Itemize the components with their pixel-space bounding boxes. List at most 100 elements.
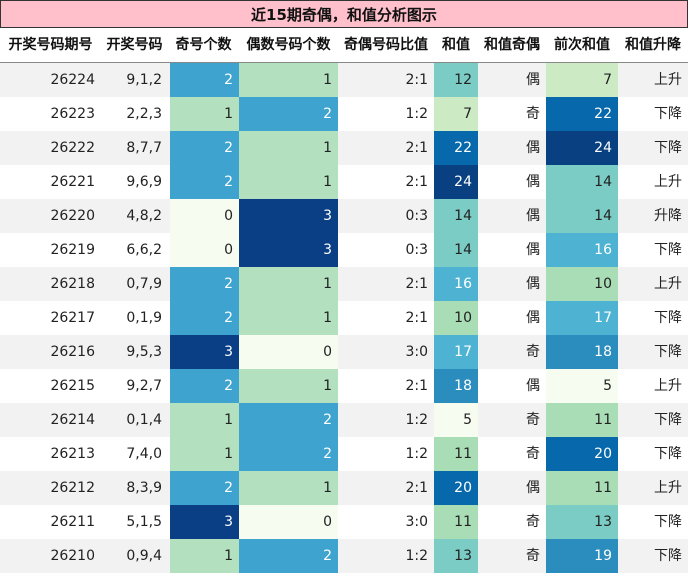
- table-row: 26212 8,3,9 2 1 2:1 20 偶 11 上升: [0, 471, 688, 505]
- cell-trend: 上升: [654, 378, 682, 394]
- cell-sum: 11: [434, 437, 478, 471]
- cell-prev-sum: 17: [546, 301, 618, 335]
- cell-odd-count: 2: [170, 63, 239, 97]
- cell-sum-parity: 偶: [526, 276, 540, 292]
- table-row: 26211 5,1,5 3 0 3:0 11 奇 13 下降: [0, 505, 688, 539]
- cell-trend: 下降: [654, 106, 682, 122]
- cell-sum: 7: [434, 97, 478, 131]
- cell-trend: 上升: [654, 480, 682, 496]
- cell-prev-sum: 11: [546, 403, 618, 437]
- cell-odd-count: 2: [170, 471, 239, 505]
- cell-sum: 12: [434, 63, 478, 97]
- table-row: 26219 6,6,2 0 3 0:3 14 偶 16 下降: [0, 233, 688, 267]
- cell-even-count: 2: [239, 97, 338, 131]
- table-row: 26214 0,1,4 1 2 1:2 5 奇 11 下降: [0, 403, 688, 437]
- cell-even-count: 2: [239, 539, 338, 573]
- table-row: 26224 9,1,2 2 1 2:1 12 偶 7 上升: [0, 63, 688, 97]
- cell-prev-sum: 11: [546, 471, 618, 505]
- cell-numbers: 7,4,0: [126, 446, 162, 462]
- cell-even-count: 3: [239, 233, 338, 267]
- cell-issue: 26218: [50, 276, 95, 292]
- cell-issue: 26211: [50, 514, 95, 530]
- cell-issue: 26212: [50, 480, 95, 496]
- cell-sum-parity: 奇: [526, 106, 540, 122]
- cell-numbers: 8,7,7: [126, 140, 162, 156]
- cell-sum-parity: 奇: [526, 514, 540, 530]
- table-row: 26217 0,1,9 2 1 2:1 10 偶 17 下降: [0, 301, 688, 335]
- table-row: 26220 4,8,2 0 3 0:3 14 偶 14 升降: [0, 199, 688, 233]
- cell-issue: 26217: [50, 310, 95, 326]
- cell-ratio: 2:1: [405, 276, 428, 292]
- cell-sum-parity: 偶: [526, 208, 540, 224]
- cell-prev-sum: 7: [546, 63, 618, 97]
- cell-sum-parity: 偶: [526, 480, 540, 496]
- cell-sum: 14: [434, 233, 478, 267]
- cell-even-count: 3: [239, 199, 338, 233]
- cell-numbers: 4,8,2: [126, 208, 162, 224]
- cell-even-count: 0: [239, 335, 338, 369]
- cell-sum-parity: 偶: [526, 378, 540, 394]
- cell-prev-sum: 5: [546, 369, 618, 403]
- cell-ratio: 3:0: [405, 344, 428, 360]
- table-header: 开奖号码期号 开奖号码 奇号个数 偶数号码个数 奇偶号码比值 和值 和值奇偶 前…: [0, 28, 688, 63]
- cell-numbers: 6,6,2: [126, 242, 162, 258]
- cell-odd-count: 3: [170, 335, 239, 369]
- cell-numbers: 9,2,7: [126, 378, 162, 394]
- cell-sum-parity: 偶: [526, 140, 540, 156]
- cell-even-count: 1: [239, 63, 338, 97]
- cell-issue: 26224: [50, 72, 95, 88]
- cell-even-count: 2: [239, 437, 338, 471]
- cell-prev-sum: 10: [546, 267, 618, 301]
- cell-sum-parity: 奇: [526, 344, 540, 360]
- col-header-numbers: 开奖号码: [106, 37, 163, 53]
- cell-ratio: 2:1: [405, 310, 428, 326]
- cell-odd-count: 1: [170, 97, 239, 131]
- cell-issue: 26223: [50, 106, 95, 122]
- col-header-odd-count: 奇号个数: [175, 37, 232, 53]
- cell-trend: 下降: [654, 310, 682, 326]
- cell-sum-parity: 偶: [526, 174, 540, 190]
- cell-issue: 26216: [50, 344, 95, 360]
- cell-odd-count: 0: [170, 233, 239, 267]
- cell-even-count: 1: [239, 131, 338, 165]
- cell-numbers: 0,9,4: [126, 548, 162, 564]
- col-header-sum-parity: 和值奇偶: [484, 37, 540, 53]
- cell-trend: 下降: [654, 548, 682, 564]
- table-row: 26222 8,7,7 2 1 2:1 22 偶 24 下降: [0, 131, 688, 165]
- cell-ratio: 1:2: [405, 548, 428, 564]
- cell-ratio: 2:1: [405, 72, 428, 88]
- cell-odd-count: 2: [170, 301, 239, 335]
- cell-prev-sum: 24: [546, 131, 618, 165]
- cell-prev-sum: 22: [546, 97, 618, 131]
- col-header-sum: 和值: [442, 37, 470, 53]
- cell-trend: 上升: [654, 276, 682, 292]
- cell-ratio: 1:2: [405, 446, 428, 462]
- cell-sum: 11: [434, 505, 478, 539]
- table-row: 26213 7,4,0 1 2 1:2 11 奇 20 下降: [0, 437, 688, 471]
- table-row: 26221 9,6,9 2 1 2:1 24 偶 14 上升: [0, 165, 688, 199]
- cell-ratio: 2:1: [405, 174, 428, 190]
- cell-trend: 下降: [654, 412, 682, 428]
- cell-even-count: 0: [239, 505, 338, 539]
- cell-odd-count: 2: [170, 369, 239, 403]
- cell-sum: 13: [434, 539, 478, 573]
- cell-numbers: 9,1,2: [126, 72, 162, 88]
- cell-trend: 下降: [654, 344, 682, 360]
- cell-even-count: 1: [239, 165, 338, 199]
- cell-even-count: 1: [239, 369, 338, 403]
- cell-even-count: 2: [239, 403, 338, 437]
- cell-prev-sum: 13: [546, 505, 618, 539]
- cell-ratio: 1:2: [405, 106, 428, 122]
- cell-issue: 26219: [50, 242, 95, 258]
- cell-sum-parity: 偶: [526, 310, 540, 326]
- cell-issue: 26220: [50, 208, 95, 224]
- cell-sum: 10: [434, 301, 478, 335]
- cell-issue: 26210: [50, 548, 95, 564]
- table-row: 26216 9,5,3 3 0 3:0 17 奇 18 下降: [0, 335, 688, 369]
- cell-sum-parity: 奇: [526, 446, 540, 462]
- cell-odd-count: 3: [170, 505, 239, 539]
- cell-odd-count: 1: [170, 403, 239, 437]
- cell-issue: 26213: [50, 446, 95, 462]
- cell-trend: 升降: [654, 208, 682, 224]
- cell-odd-count: 1: [170, 437, 239, 471]
